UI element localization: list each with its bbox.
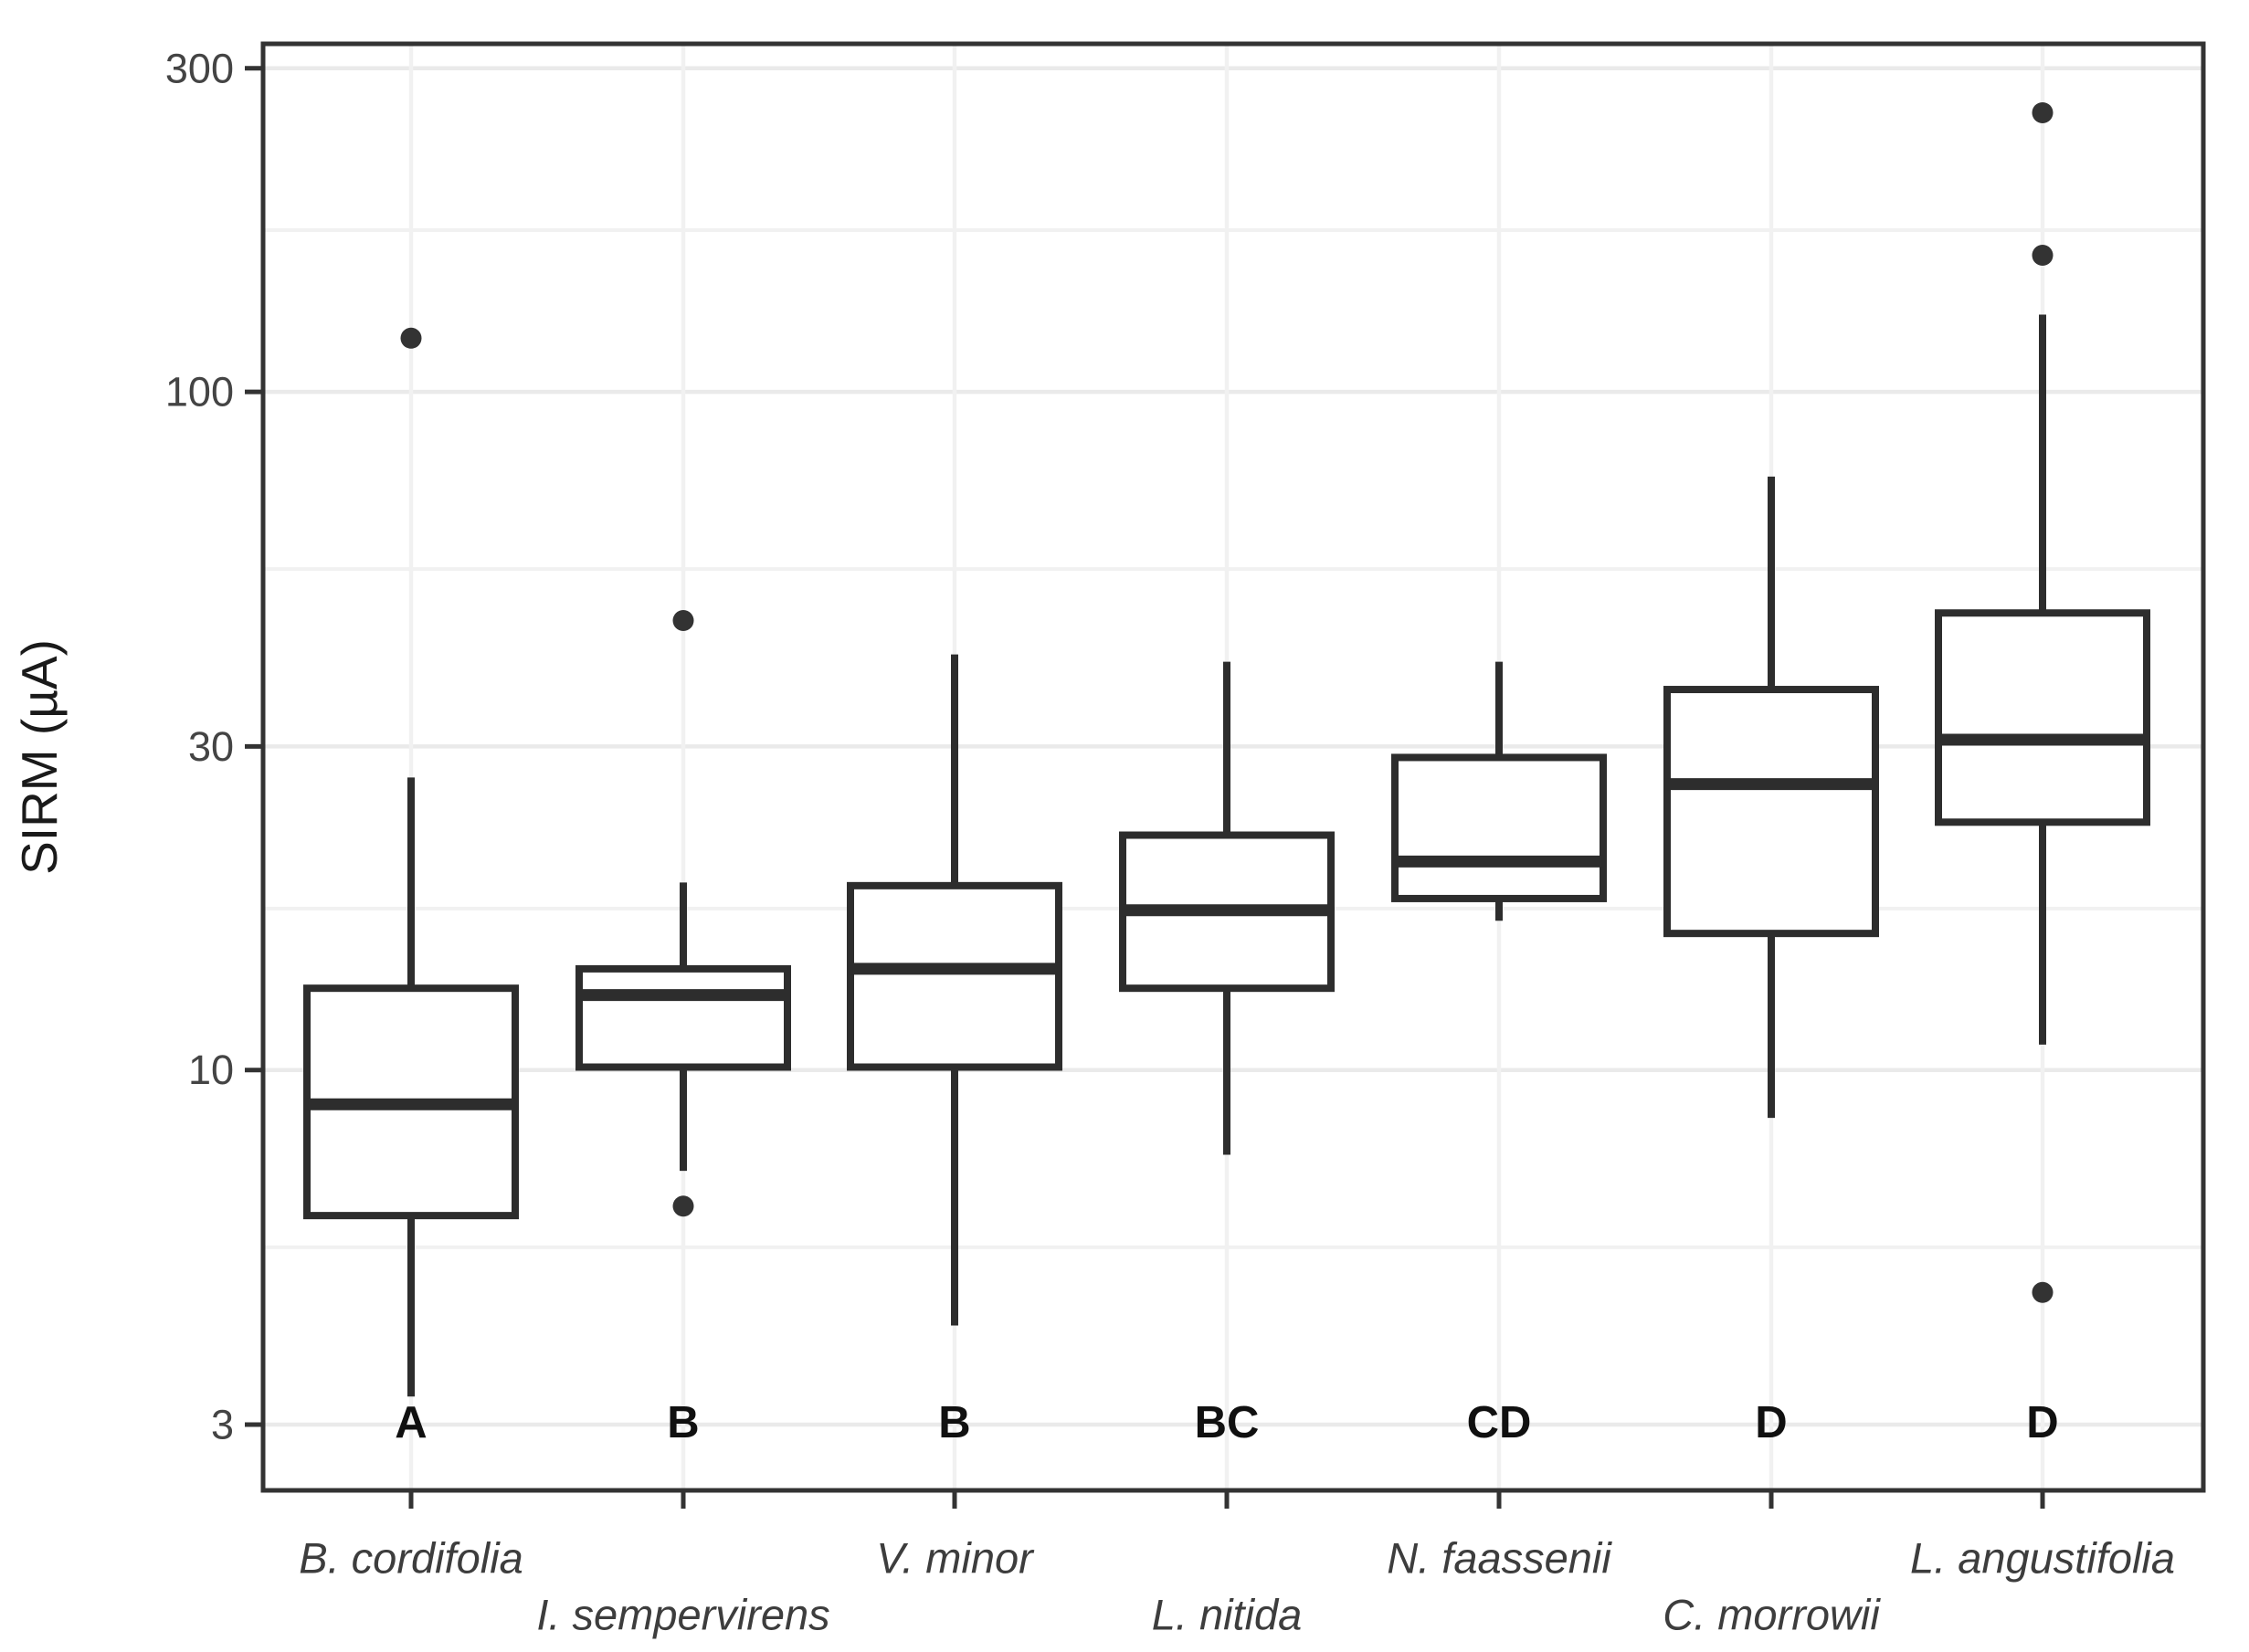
boxplot-b-cordifolia bbox=[303, 327, 519, 1397]
iqr-box bbox=[847, 881, 1062, 1071]
boxplot-n-faassenii bbox=[1391, 661, 1607, 921]
boxplot-i-sempervirens bbox=[575, 610, 791, 1217]
significance-letter: D bbox=[1755, 1398, 1787, 1447]
x-tick-label-species: B. cordifolia bbox=[299, 1534, 523, 1583]
y-tick-label: 30 bbox=[188, 723, 234, 770]
panel-border bbox=[260, 41, 2206, 1493]
y-axis-title: SIRM (µA) bbox=[11, 639, 68, 875]
panel-border-rect bbox=[260, 41, 2206, 1493]
panel-rect bbox=[263, 44, 2203, 1490]
boxplot-v-minor bbox=[847, 654, 1062, 1326]
iqr-box bbox=[1935, 609, 2150, 826]
x-tick-label-species: L. nitida bbox=[1152, 1591, 1303, 1639]
iqr-box bbox=[1391, 753, 1607, 902]
boxplot-c-morrowii bbox=[1663, 476, 1879, 1119]
significance-letter: CD bbox=[1467, 1398, 1532, 1447]
iqr-box bbox=[1663, 686, 1879, 938]
x-tick-label-species: N. faassenii bbox=[1387, 1534, 1612, 1583]
significance-letter: B bbox=[667, 1398, 699, 1447]
y-tick-label: 3 bbox=[211, 1402, 234, 1448]
y-tick-label: 10 bbox=[188, 1047, 234, 1093]
significance-letter: D bbox=[2026, 1398, 2058, 1447]
significance-letter: A bbox=[395, 1398, 427, 1447]
outlier-point bbox=[400, 327, 422, 349]
outlier-point bbox=[2032, 101, 2054, 123]
y-tick-label: 300 bbox=[165, 45, 234, 91]
x-tick-label-species: V. minor bbox=[876, 1534, 1035, 1583]
outlier-point bbox=[672, 610, 694, 632]
outlier-point bbox=[2032, 245, 2054, 267]
x-tick-label-species: C. morrowii bbox=[1663, 1591, 1881, 1639]
outlier-point bbox=[2032, 1281, 2054, 1303]
x-tick-label-species: I. sempervirens bbox=[536, 1591, 829, 1639]
iqr-box bbox=[575, 964, 791, 1071]
boxplot-l-nitida bbox=[1119, 661, 1335, 1155]
axes: 300 100 30 10 3 B. cordifolia A I. sempervirens… bbox=[165, 45, 2175, 1638]
y-tick-label: 100 bbox=[165, 369, 234, 416]
significance-letter: B bbox=[938, 1398, 970, 1447]
significance-letter: BC bbox=[1195, 1398, 1260, 1447]
boxplot-l-angustifolia bbox=[1935, 101, 2150, 1303]
panel-background bbox=[263, 44, 2203, 1490]
outlier-point bbox=[672, 1195, 694, 1217]
boxplots bbox=[303, 101, 2150, 1397]
x-tick-label-species: L. angustifolia bbox=[1910, 1534, 2175, 1583]
